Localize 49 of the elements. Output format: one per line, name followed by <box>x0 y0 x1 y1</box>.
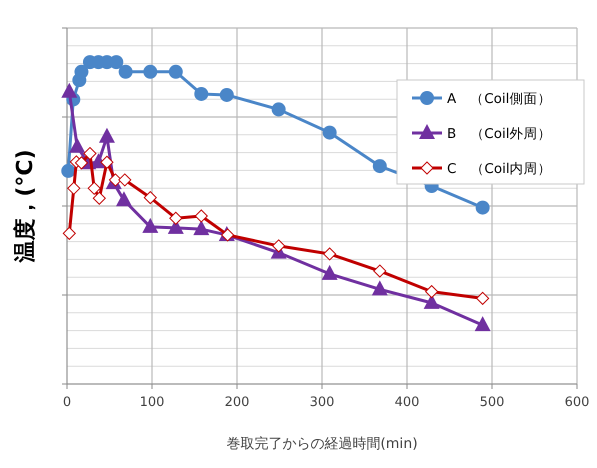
point <box>372 280 388 296</box>
point <box>143 64 158 79</box>
point <box>118 173 132 186</box>
point <box>61 82 78 98</box>
point <box>74 64 88 79</box>
point <box>194 209 208 222</box>
x-tick-label: 100 <box>140 395 164 410</box>
point <box>83 147 96 160</box>
x-tick-label: 400 <box>394 395 420 410</box>
point <box>272 239 286 252</box>
point <box>322 126 337 140</box>
point <box>67 182 80 195</box>
point <box>98 128 115 143</box>
point <box>194 86 208 101</box>
point <box>69 138 86 153</box>
point <box>108 173 122 186</box>
point <box>272 102 286 116</box>
point <box>372 159 387 174</box>
point <box>373 264 386 278</box>
legend-label: B （Coil外周） <box>447 126 552 142</box>
point <box>476 292 490 305</box>
point <box>220 88 234 102</box>
point <box>425 285 438 298</box>
point <box>144 191 157 204</box>
point <box>476 200 490 215</box>
x-tick-label: 0 <box>62 395 72 410</box>
point <box>193 220 210 236</box>
point <box>74 156 88 170</box>
x-tick-label: 200 <box>224 395 250 410</box>
point <box>116 191 132 206</box>
x-tick-label: 500 <box>480 395 504 410</box>
x-axis-title: 巻取完了からの経過時間(min) <box>226 436 418 452</box>
point <box>322 264 338 280</box>
point <box>474 316 491 332</box>
legend-label: A （Coil側面） <box>447 91 552 107</box>
point <box>62 226 76 240</box>
point <box>168 64 183 79</box>
point <box>92 192 106 205</box>
point <box>100 156 114 169</box>
point <box>118 64 133 79</box>
y-axis-title: 温度，(°C) <box>12 149 38 264</box>
point <box>169 212 182 225</box>
point <box>61 164 76 178</box>
x-tick-label: 600 <box>564 395 590 410</box>
point <box>323 247 336 260</box>
point <box>88 182 101 195</box>
point <box>142 218 158 233</box>
x-tick-label: 300 <box>310 395 334 410</box>
legend-label: C （Coil内周） <box>447 161 552 177</box>
